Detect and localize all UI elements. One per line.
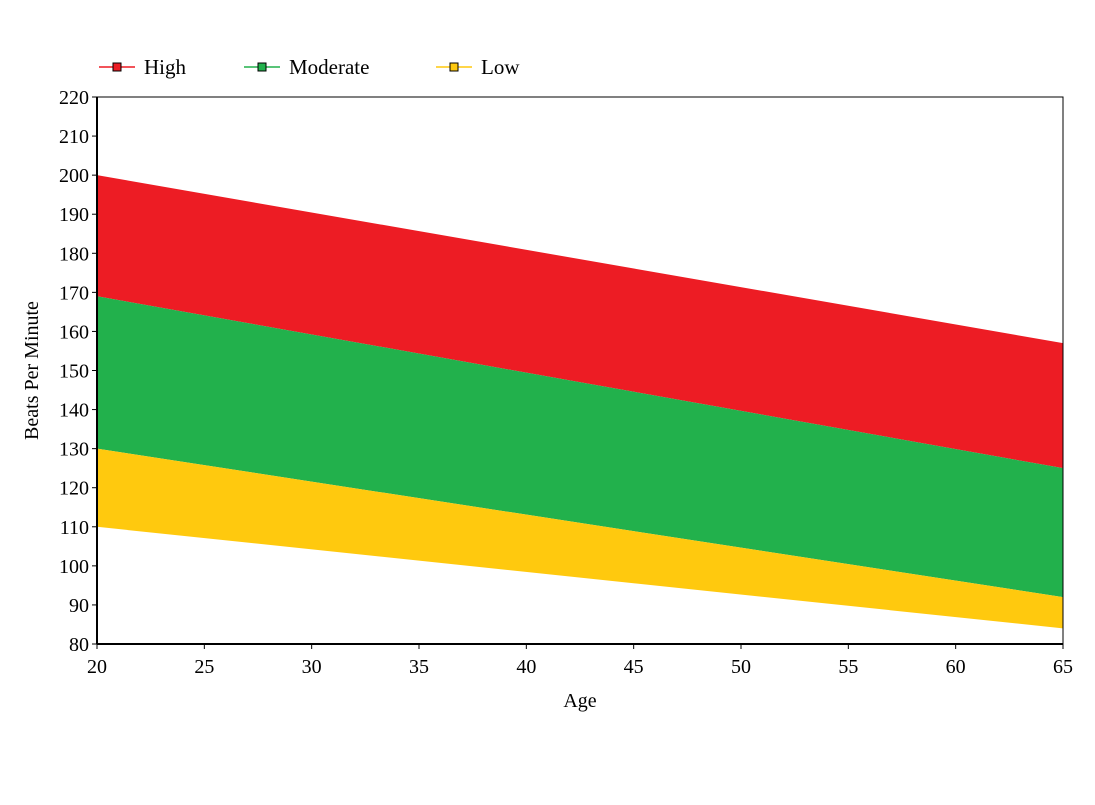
y-tick-label: 180 [59, 243, 89, 265]
x-tick-label: 20 [87, 656, 107, 678]
x-tick-label: 60 [946, 656, 966, 678]
x-tick-label: 50 [731, 656, 751, 678]
x-tick-label: 55 [838, 656, 858, 678]
legend-label: High [144, 55, 187, 79]
y-tick-label: 130 [59, 439, 89, 461]
x-tick-label: 45 [624, 656, 644, 678]
legend: High Moderate Low [99, 55, 520, 79]
legend-item-high: High [99, 55, 187, 79]
x-axis-label: Age [563, 690, 596, 712]
legend-item-moderate: Moderate [244, 55, 369, 79]
x-axis: 20 25 30 35 40 45 50 55 60 65 [87, 643, 1073, 678]
y-tick-label: 100 [59, 556, 89, 578]
legend-item-low: Low [436, 55, 520, 79]
band-high [97, 175, 1063, 469]
x-tick-label: 30 [302, 656, 322, 678]
legend-label: Moderate [289, 55, 369, 79]
bands-layer [97, 175, 1063, 629]
x-tick-label: 25 [194, 656, 214, 678]
y-tick-label: 200 [59, 165, 89, 187]
legend-marker [112, 62, 122, 72]
y-tick-label: 220 [59, 87, 89, 109]
y-tick-label: 80 [69, 634, 89, 656]
y-axis: 80 90 100 110 120 130 140 150 160 170 180 190 200 210… [59, 87, 98, 656]
y-tick-label: 210 [59, 126, 89, 148]
legend-marker [257, 62, 267, 72]
y-tick-label: 150 [59, 361, 89, 383]
x-tick-label: 65 [1053, 656, 1073, 678]
band-moderate [97, 296, 1063, 598]
y-tick-label: 110 [60, 517, 89, 539]
band-low [97, 448, 1063, 629]
y-tick-label: 140 [59, 400, 89, 422]
legend-marker [449, 62, 459, 72]
y-tick-label: 170 [59, 282, 89, 304]
y-tick-label: 120 [59, 478, 89, 500]
y-tick-label: 160 [59, 321, 89, 343]
y-tick-label: 90 [69, 595, 89, 617]
x-tick-label: 40 [516, 656, 536, 678]
legend-label: Low [481, 55, 520, 79]
x-tick-label: 35 [409, 656, 429, 678]
y-tick-label: 190 [59, 204, 89, 226]
y-axis-label: Beats Per Minute [21, 301, 43, 440]
